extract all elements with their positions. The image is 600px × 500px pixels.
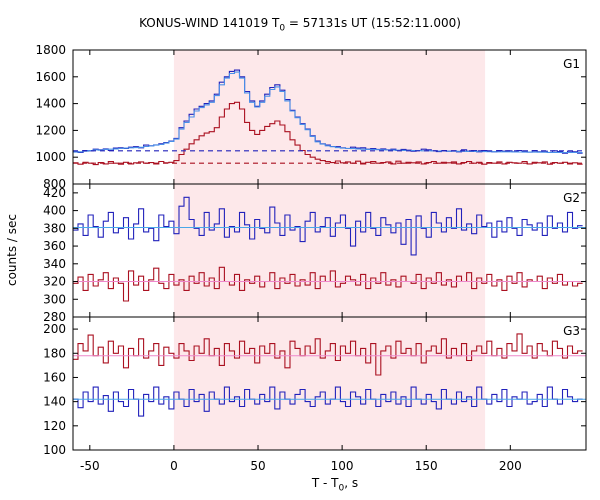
- panel-G3-ytick-label: 100: [43, 443, 66, 457]
- panel-label-G2: G2: [563, 191, 580, 205]
- panel-G1-ytick-label: 1600: [35, 70, 66, 84]
- panel-label-G3: G3: [563, 324, 580, 338]
- panel-G1-series-1: [73, 71, 583, 154]
- panel-G3-frame: [72, 316, 587, 451]
- panel-G2-ytick-label: 380: [43, 221, 66, 235]
- panel-G3-ytick-label: 160: [43, 370, 66, 384]
- x-tick-label: 200: [499, 459, 522, 473]
- x-tick-label: -50: [80, 459, 100, 473]
- panel-G2-ytick-label: 340: [43, 257, 66, 271]
- x-tick-label: 50: [250, 459, 265, 473]
- panel-G2-ytick-label: 420: [43, 186, 66, 200]
- chart-title: KONUS-WIND 141019 T0 = 57131s UT (15:52:…: [139, 16, 461, 34]
- panel-G3-series-0: [73, 333, 583, 376]
- panel-label-G1: G1: [563, 57, 580, 71]
- x-tick-label: 100: [331, 459, 354, 473]
- x-tick-label: 150: [415, 459, 438, 473]
- panel-G3-series-1: [73, 386, 583, 417]
- x-axis-label: T - T0, s: [311, 476, 359, 494]
- panel-G3-ytick-label: 180: [43, 346, 66, 360]
- panel-G2-ytick-label: 280: [43, 310, 66, 324]
- panel-G2-ytick-label: 360: [43, 239, 66, 253]
- panel-G1-ytick-label: 1800: [35, 43, 66, 57]
- panel-G2-ytick-label: 400: [43, 204, 66, 218]
- panel-G1-ytick-label: 800: [43, 177, 66, 191]
- panel-G1-ytick-label: 1200: [35, 123, 66, 137]
- panel-G3-ytick-label: 120: [43, 419, 66, 433]
- panel-G3-ytick-label: 200: [43, 322, 66, 336]
- x-tick-label: 0: [170, 459, 178, 473]
- panel-G1-ytick-label: 1400: [35, 97, 66, 111]
- panel-G2-ytick-label: 320: [43, 275, 66, 289]
- highlight-interval: [173, 50, 486, 450]
- panel-G1-ytick-label: 1000: [35, 150, 66, 164]
- y-axis-label: counts / sec: [5, 213, 19, 287]
- panel-G3-ytick-label: 140: [43, 395, 66, 409]
- panel-G2-ytick-label: 300: [43, 292, 66, 306]
